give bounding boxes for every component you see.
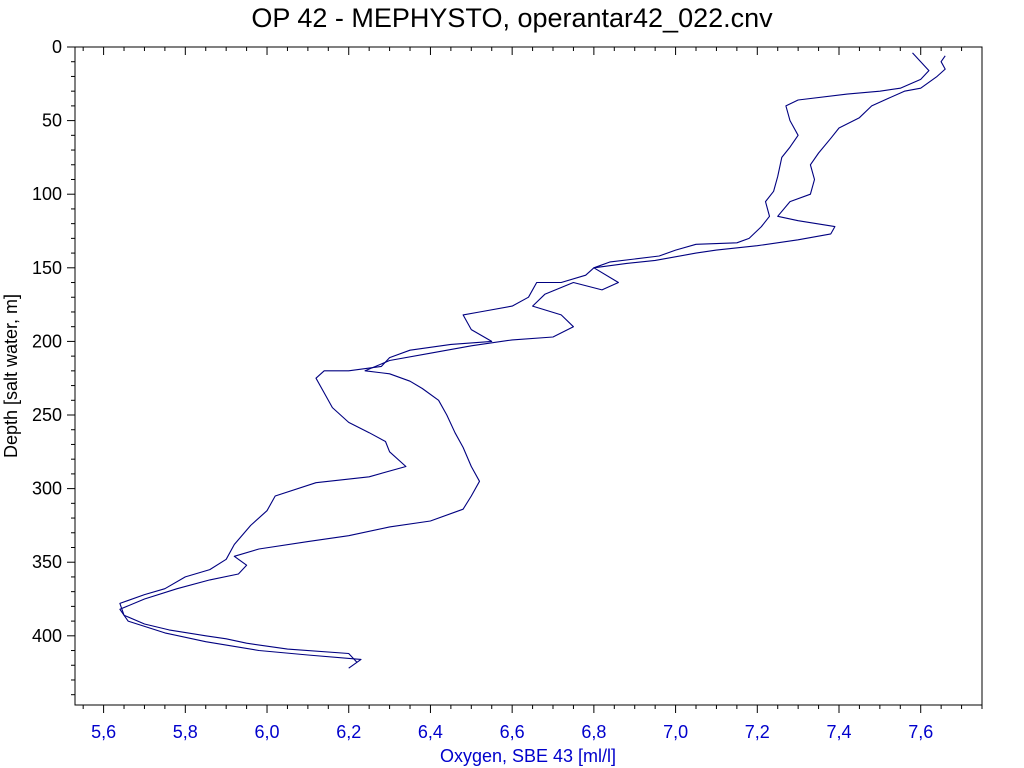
x-tick-label: 6,4 (418, 722, 443, 742)
x-axis-label: Oxygen, SBE 43 [ml/l] (440, 746, 616, 766)
y-tick-label: 400 (32, 626, 62, 646)
x-tick-label: 6,0 (255, 722, 280, 742)
y-axis-label: Depth [salt water, m] (1, 294, 21, 458)
y-tick-label: 100 (32, 184, 62, 204)
x-tick-label: 6,6 (500, 722, 525, 742)
y-tick-label: 0 (52, 37, 62, 57)
y-minor-ticks (71, 61, 75, 696)
series-group (119, 52, 946, 669)
x-tick-label: 7,6 (908, 722, 933, 742)
x-minor-ticks (82, 47, 983, 709)
y-tick-label: 50 (42, 111, 62, 131)
y-tick-label: 150 (32, 258, 62, 278)
plot-frame (74, 46, 983, 706)
x-axis: 5,6 5,8 6,0 6,2 6,4 6,6 6,8 7,0 7,2 7,4 7,6 (91, 47, 933, 742)
x-tick-label: 5,6 (91, 722, 116, 742)
x-tick-label: 6,8 (581, 722, 606, 742)
y-axis: 0 50 100 150 200 250 300 350 400 (32, 37, 75, 646)
x-tick-label: 5,8 (173, 722, 198, 742)
y-tick-label: 200 (32, 331, 62, 351)
x-tick-label: 7,4 (826, 722, 851, 742)
series-line-2 (119, 55, 946, 669)
y-tick-label: 300 (32, 479, 62, 499)
x-tick-label: 7,2 (745, 722, 770, 742)
x-tick-label: 6,2 (336, 722, 361, 742)
plot-area: 0 50 100 150 200 250 300 350 400 5,6 5,8 6,0 6,2 6,4… (32, 37, 983, 742)
chart-title: OP 42 - MEPHYSTO, operantar42_022.cnv (251, 3, 773, 33)
x-tick-label: 7,0 (663, 722, 688, 742)
y-tick-label: 250 (32, 405, 62, 425)
series-line-1 (119, 52, 930, 663)
y-tick-label: 350 (32, 552, 62, 572)
